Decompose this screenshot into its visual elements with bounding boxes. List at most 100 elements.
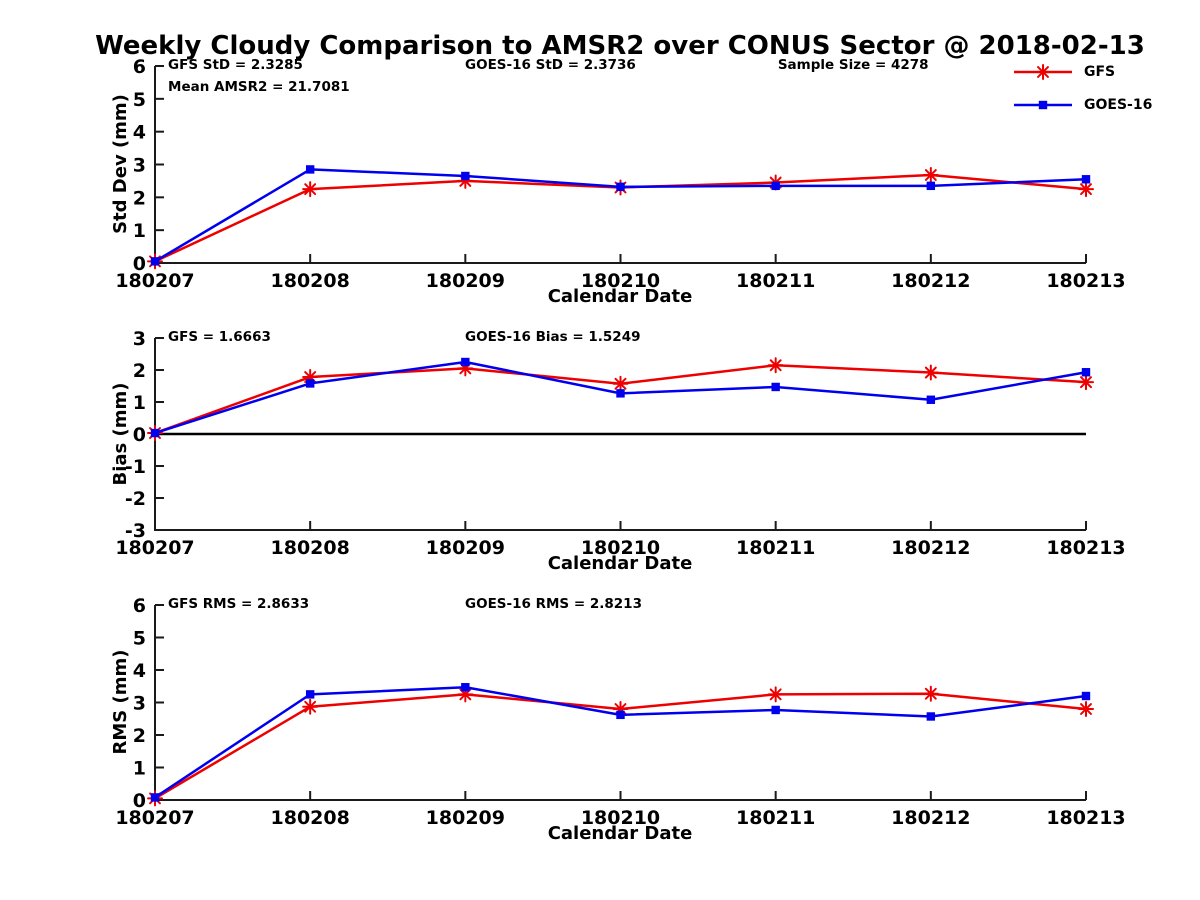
- goes-16-marker: [616, 389, 625, 398]
- gfs-marker: [302, 698, 319, 715]
- annotation-text: Sample Size = 4278: [778, 57, 929, 73]
- legend-item-gfs: GFS: [1012, 62, 1152, 82]
- goes-16-marker: [461, 357, 470, 367]
- y-tick-label: 3: [133, 693, 146, 715]
- legend-goes16-line-sample: [1014, 100, 1072, 110]
- gfs-marker: [767, 357, 784, 374]
- x-tick-label: 180210: [581, 537, 660, 559]
- x-tick-label: 180211: [736, 270, 815, 292]
- y-tick-label: 6: [133, 595, 146, 617]
- goes-16-marker: [305, 690, 315, 699]
- goes-16-marker: [305, 165, 315, 174]
- x-tick-label: 180210: [581, 270, 660, 292]
- y-tick-label: 0: [133, 790, 146, 812]
- x-tick-label: 180209: [426, 537, 505, 559]
- y-tick-label: 1: [133, 392, 146, 414]
- y-tick-label: 3: [133, 328, 146, 350]
- y-tick-label: 6: [133, 56, 146, 78]
- annotation-text: GFS StD = 2.3285: [168, 57, 303, 73]
- x-tick-label: 180213: [1046, 537, 1125, 559]
- y-tick-label: 4: [133, 122, 146, 144]
- y-tick-label: 1: [133, 758, 146, 780]
- goes-16-marker: [616, 182, 625, 192]
- legend-item-goes16: GOES-16: [1012, 95, 1152, 115]
- x-tick-label: 180208: [271, 270, 350, 292]
- y-tick-label: 0: [133, 253, 146, 275]
- y-tick-label: 2: [133, 360, 146, 382]
- x-tick-label: 180212: [891, 537, 970, 559]
- x-tick-label: 180212: [891, 807, 970, 829]
- y-tick-label: 5: [133, 628, 146, 650]
- gfs-line: [154, 363, 1087, 435]
- x-tick-label: 180210: [581, 807, 660, 829]
- goes-16-marker: [1081, 368, 1091, 377]
- legend-sample-marker: [1038, 100, 1048, 110]
- y-tick-label: 1: [133, 220, 146, 242]
- legend-gfs-label: GFS: [1084, 64, 1116, 80]
- axis-spines: [154, 66, 1086, 264]
- x-tick-label: 180211: [736, 537, 815, 559]
- gfs-marker: [1078, 701, 1094, 717]
- y-tick-label: -2: [125, 488, 146, 510]
- x-tick-label: 180209: [426, 270, 505, 292]
- goes-16-marker: [461, 683, 470, 692]
- y-tick-label: 4: [133, 660, 146, 682]
- x-tick-label: 180207: [115, 270, 194, 292]
- legend-sample-marker: [1035, 64, 1051, 80]
- annotation-text: GFS = 1.6663: [168, 329, 271, 345]
- legend-gfs-line-sample: [1014, 64, 1072, 80]
- x-axis-label-1: Calendar Date: [547, 286, 693, 307]
- goes-16-marker: [926, 395, 936, 404]
- legend: GFS GOES-16: [1012, 62, 1152, 128]
- legend-goes16-label: GOES-16: [1084, 97, 1153, 113]
- annotation-text: GOES-16 StD = 2.3736: [465, 57, 636, 73]
- x-axis-label-2: Calendar Date: [547, 553, 693, 574]
- goes-16-marker: [771, 382, 780, 392]
- gfs-marker: [612, 375, 629, 392]
- annotation-text: Mean AMSR2 = 21.7081: [168, 79, 350, 95]
- annotation-text: GFS RMS = 2.8633: [168, 596, 309, 612]
- y-tick-label: 5: [133, 89, 146, 111]
- y-axis-label-bias: Bias (mm): [110, 382, 131, 486]
- goes-16-marker: [305, 379, 315, 388]
- goes-16-marker: [926, 712, 936, 721]
- goes-16-marker: [150, 257, 160, 266]
- gfs-marker: [922, 364, 939, 381]
- goes-16-marker: [616, 710, 625, 720]
- goes-16-marker: [771, 705, 780, 715]
- y-tick-label: 0: [133, 424, 146, 446]
- goes-16-marker: [1081, 691, 1091, 701]
- x-axis-label-3: Calendar Date: [547, 823, 693, 844]
- y-tick-label: -3: [125, 520, 146, 542]
- goes-16-marker: [1081, 175, 1091, 184]
- y-tick-label: 3: [133, 155, 146, 177]
- x-tick-label: 180207: [115, 807, 194, 829]
- gfs-marker: [922, 685, 939, 702]
- annotation-text: GOES-16 RMS = 2.8213: [465, 596, 642, 612]
- y-tick-label: 2: [133, 725, 146, 747]
- x-tick-label: 180208: [271, 807, 350, 829]
- x-tick-label: 180213: [1046, 807, 1125, 829]
- annotation-text: GOES-16 Bias = 1.5249: [465, 329, 640, 345]
- gfs-marker: [922, 167, 939, 184]
- y-tick-label: -1: [125, 456, 146, 478]
- x-tick-label: 180208: [271, 537, 350, 559]
- y-tick-label: 2: [133, 187, 146, 209]
- gfs-marker: [767, 686, 784, 703]
- x-tick-label: 180212: [891, 270, 970, 292]
- x-tick-label: 180209: [426, 807, 505, 829]
- chart-title: Weekly Cloudy Comparison to AMSR2 over C…: [95, 31, 1145, 61]
- x-tick-label: 180211: [736, 807, 815, 829]
- goes-16-marker: [150, 793, 160, 802]
- gfs-marker: [1078, 374, 1094, 391]
- x-tick-label: 180213: [1046, 270, 1125, 292]
- x-tick-label: 180207: [115, 537, 194, 559]
- y-axis-label-stddev: Std Dev (mm): [110, 94, 131, 234]
- goes-16-marker: [150, 428, 160, 438]
- gfs-marker: [302, 181, 319, 198]
- goes-16-marker: [926, 181, 936, 191]
- goes-16-marker: [771, 181, 780, 191]
- goes-16-marker: [461, 171, 470, 181]
